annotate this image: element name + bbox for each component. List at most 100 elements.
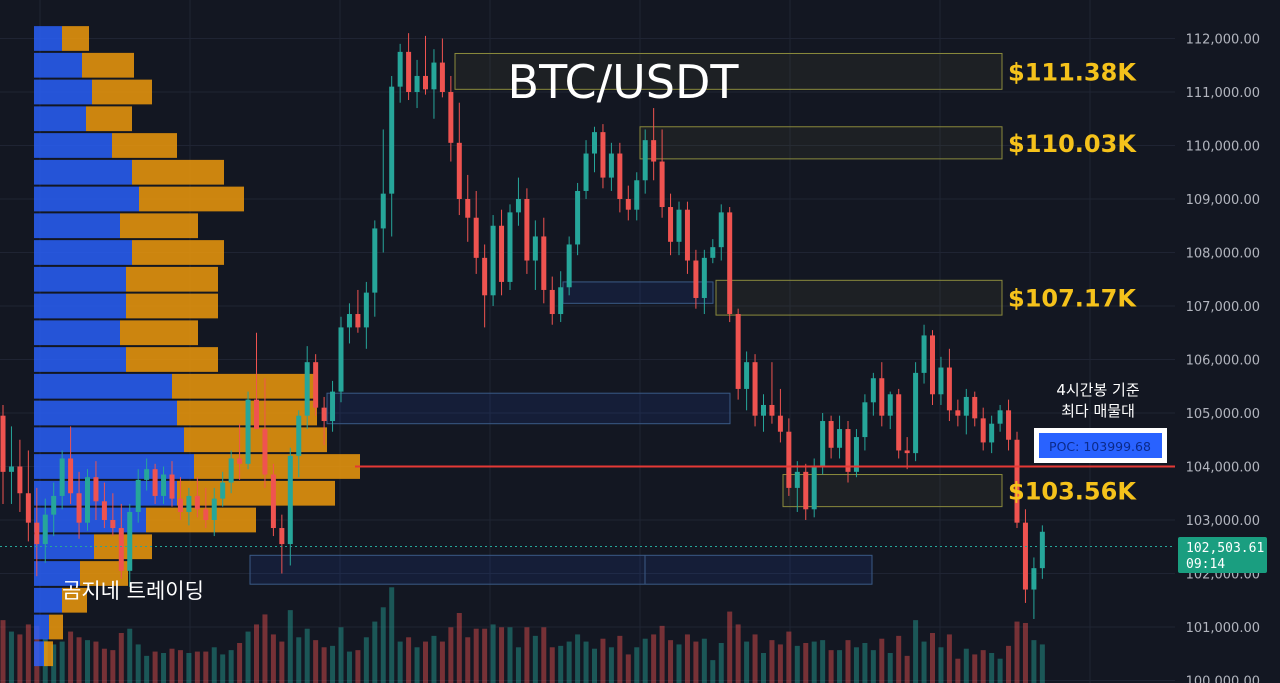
candle-up: [997, 410, 1003, 424]
candle-down: [177, 498, 183, 512]
volume-bar: [169, 648, 175, 683]
volume-bar: [532, 635, 538, 683]
candle-up: [397, 51, 403, 87]
volume-bar: [363, 637, 369, 683]
candle-down: [625, 199, 631, 210]
volume-bar: [507, 627, 513, 683]
candle-down: [659, 161, 665, 208]
candle-down: [203, 509, 209, 520]
volume-bar: [853, 647, 859, 683]
profile-sell-bar: [146, 507, 256, 533]
volume-bar: [896, 635, 902, 683]
volume-bar: [482, 628, 488, 683]
candle-down: [1006, 410, 1012, 440]
candle-up: [718, 212, 724, 248]
volume-bar: [220, 654, 226, 683]
volume-bar: [625, 654, 631, 683]
volume-bar: [930, 633, 935, 683]
volume-bar: [820, 640, 826, 683]
candle-up: [431, 62, 437, 90]
last-price-value: 102,503.61: [1186, 541, 1264, 556]
candle-up: [346, 314, 352, 328]
candle-down: [101, 501, 107, 520]
order-block-box: [562, 281, 714, 304]
profile-buy-bar: [34, 373, 172, 399]
volume-bar: [575, 634, 581, 683]
candle-down: [752, 362, 758, 416]
y-tick-label: 111,000.00: [1186, 86, 1260, 101]
candle-up: [296, 415, 302, 456]
volume-bar: [211, 647, 217, 683]
volume-bar: [583, 641, 589, 683]
volume-bar: [101, 648, 107, 683]
profile-sell-bar: [86, 106, 132, 132]
volume-bar: [524, 627, 530, 683]
profile-sell-bar: [194, 454, 360, 479]
candle-up: [186, 495, 192, 512]
poc-note-line1: 4시간봉 기준: [1056, 381, 1140, 399]
volume-bar: [972, 654, 978, 683]
candle-down: [524, 199, 530, 261]
candle-down: [786, 431, 792, 488]
candle-down: [980, 418, 986, 443]
y-tick-label: 110,000.00: [1186, 140, 1260, 155]
volume-bar: [456, 613, 462, 683]
volume-bar: [76, 637, 82, 683]
candle-up: [85, 477, 90, 523]
candle-down: [769, 404, 775, 416]
volume-bar: [228, 650, 234, 683]
profile-sell-bar: [44, 641, 53, 667]
candle-up: [8, 466, 14, 472]
candle-down: [118, 528, 124, 571]
volume-bar: [0, 620, 6, 683]
volume-bar: [794, 645, 800, 683]
volume-bar: [186, 653, 192, 683]
volume-bar: [68, 631, 74, 683]
profile-sell-bar: [132, 240, 224, 265]
profile-sell-bar: [120, 320, 198, 346]
y-tick-label: 101,000.00: [1186, 621, 1260, 636]
candle-down: [473, 217, 479, 258]
volume-bar: [718, 643, 724, 683]
last-price-tag: 102,503.61 09:14: [1178, 537, 1267, 573]
volume-bar: [346, 651, 352, 683]
volume-bar: [744, 641, 750, 683]
candle-up: [228, 458, 234, 483]
volume-bar: [144, 655, 150, 683]
resistance-zone-box: [454, 52, 1003, 90]
candle-down: [600, 132, 606, 178]
candle-up: [862, 402, 868, 438]
volume-bar: [59, 641, 65, 683]
candle-up: [566, 244, 572, 288]
volume-bar: [651, 634, 657, 683]
volume-bar: [701, 638, 707, 683]
volume-bar: [499, 627, 505, 683]
profile-sell-bar: [126, 293, 218, 319]
candle-up: [127, 511, 133, 571]
zones-layer: [249, 52, 1003, 585]
candle-up: [989, 423, 995, 443]
candle-down: [169, 474, 175, 499]
candle-up: [642, 140, 648, 181]
y-tick-label: 100,000.00: [1186, 675, 1260, 683]
resistance-zone-box: [639, 126, 1003, 160]
candle-up: [938, 367, 944, 395]
candle-up: [338, 327, 344, 392]
volume-bar: [769, 640, 775, 683]
y-tick-label: 112,000.00: [1186, 33, 1260, 48]
profile-buy-bar: [34, 52, 82, 78]
level-price-label: $111.38K: [1008, 58, 1137, 86]
volume-bar: [321, 647, 327, 683]
candle-up: [51, 495, 57, 515]
volume-bar: [668, 640, 674, 683]
candle-up: [490, 225, 496, 296]
profile-buy-bar: [34, 400, 177, 426]
candle-up: [161, 474, 167, 496]
profile-sell-bar: [126, 266, 218, 292]
candle-up: [363, 292, 369, 328]
candle-up: [532, 236, 538, 261]
volume-bar: [904, 655, 910, 683]
candle-down: [406, 51, 412, 92]
volume-bar: [423, 641, 428, 683]
